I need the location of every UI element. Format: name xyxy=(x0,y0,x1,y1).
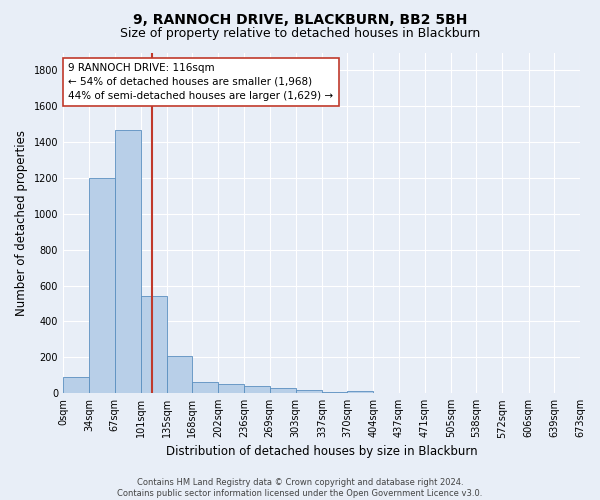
Bar xyxy=(192,382,218,393)
Text: 9 RANNOCH DRIVE: 116sqm
← 54% of detached houses are smaller (1,968)
44% of semi: 9 RANNOCH DRIVE: 116sqm ← 54% of detache… xyxy=(68,62,334,100)
Text: Size of property relative to detached houses in Blackburn: Size of property relative to detached ho… xyxy=(120,28,480,40)
Bar xyxy=(322,392,347,393)
Text: Contains HM Land Registry data © Crown copyright and database right 2024.
Contai: Contains HM Land Registry data © Crown c… xyxy=(118,478,482,498)
Bar xyxy=(269,388,296,393)
Bar xyxy=(115,130,140,393)
Bar xyxy=(218,384,244,393)
Bar xyxy=(296,390,322,393)
X-axis label: Distribution of detached houses by size in Blackburn: Distribution of detached houses by size … xyxy=(166,444,478,458)
Bar xyxy=(244,386,269,393)
Bar xyxy=(347,391,373,393)
Y-axis label: Number of detached properties: Number of detached properties xyxy=(15,130,28,316)
Text: 9, RANNOCH DRIVE, BLACKBURN, BB2 5BH: 9, RANNOCH DRIVE, BLACKBURN, BB2 5BH xyxy=(133,12,467,26)
Bar xyxy=(89,178,115,393)
Bar xyxy=(167,356,192,393)
Bar xyxy=(63,377,89,393)
Bar xyxy=(140,296,167,393)
